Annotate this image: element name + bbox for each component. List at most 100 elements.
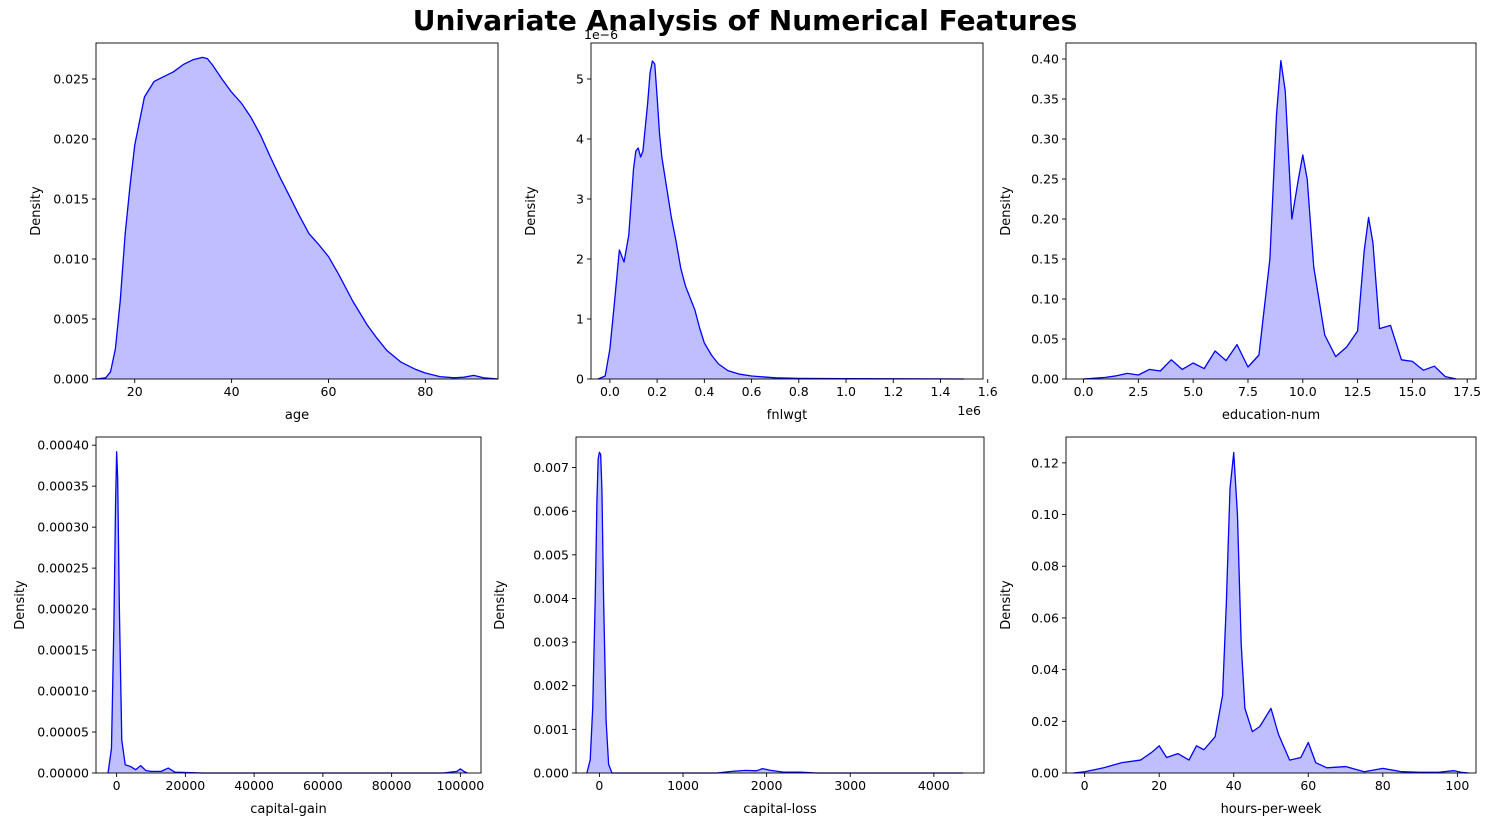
density-line: [586, 451, 964, 774]
x-tick-label: 40000: [234, 778, 274, 793]
x-tick-label: 7.5: [1238, 384, 1258, 399]
x-axis-label: hours-per-week: [1221, 802, 1322, 817]
x-axis-label: capital-gain: [250, 802, 326, 817]
y-tick-label: 0.25: [1031, 172, 1059, 187]
y-tick-label: 0.005: [53, 312, 89, 327]
x-tick-label: 0.4: [694, 384, 714, 399]
x-tick-label: 80000: [372, 778, 412, 793]
x-tick-label: 20: [1151, 778, 1167, 793]
x-tick-label: 0.0: [600, 384, 620, 399]
density-area: [1083, 60, 1457, 379]
x-tick-label: 40: [1226, 778, 1242, 793]
x-tick-label: 1000: [667, 778, 699, 793]
subplot-6: 0 20 40 60 80 100 0.00 0.02 0.04 0.06 0.08 0.10 0.12…: [999, 436, 1477, 817]
x-tick-label: 5.0: [1183, 384, 1203, 399]
y-tick-label: 0.015: [53, 192, 89, 207]
density-area: [586, 452, 964, 773]
y-tick-label: 0.08: [1031, 559, 1059, 574]
x-tick-label: 0.0: [1074, 384, 1094, 399]
x-offset-label: 1e6: [957, 403, 981, 418]
x-tick-label: 10.0: [1289, 384, 1317, 399]
x-tick-label: 0.6: [742, 384, 762, 399]
density-area: [1073, 452, 1469, 773]
axes-frame: [1065, 436, 1477, 774]
axes-frame: [590, 42, 984, 380]
y-tick-label: 0.00020: [37, 602, 89, 617]
axes-frame: [95, 42, 499, 380]
y-tick-label: 0.007: [533, 460, 569, 475]
y-tick-label: 0.006: [533, 504, 569, 519]
x-tick-label: 60: [321, 384, 337, 399]
y-tick-label: 0.12: [1031, 455, 1059, 470]
x-tick-label: 0.2: [647, 384, 667, 399]
x-tick-label: 60: [1300, 778, 1316, 793]
density-line: [1083, 59, 1457, 380]
axes-frame: [1065, 42, 1477, 380]
y-tick-label: 0.002: [533, 678, 569, 693]
axes-frame: [95, 436, 482, 774]
y-tick-label: 4: [576, 132, 584, 147]
x-tick-label: 3000: [834, 778, 866, 793]
x-tick-label: 2000: [751, 778, 783, 793]
y-axis-label: Density: [493, 580, 508, 630]
x-tick-label: 60000: [303, 778, 343, 793]
y-tick-label: 0.10: [1031, 292, 1059, 307]
density-area: [108, 451, 468, 773]
y-tick-label: 0.00005: [37, 725, 89, 740]
y-tick-label: 0.15: [1031, 252, 1059, 267]
y-axis-label: Density: [13, 580, 28, 630]
y-tick-label: 1: [576, 312, 584, 327]
y-offset-label: 1e−6: [584, 27, 618, 42]
y-tick-label: 3: [576, 192, 584, 207]
y-tick-label: 0.30: [1031, 132, 1059, 147]
x-tick-label: 1.2: [883, 384, 903, 399]
x-tick-label: 4000: [918, 778, 950, 793]
y-tick-label: 0.00035: [37, 479, 89, 494]
x-tick-label: 20000: [165, 778, 205, 793]
y-tick-label: 0.020: [53, 132, 89, 147]
subplot-2: 0.0 0.2 0.4 0.6 0.8 1.0 1.2 1.4 1.6 0 1 2 3 4 5 fnlwgt D…: [524, 27, 998, 423]
y-tick-label: 0.00: [1031, 766, 1059, 781]
y-tick-label: 2: [576, 252, 584, 267]
figure-title: Univariate Analysis of Numerical Feature…: [412, 4, 1078, 37]
x-tick-label: 2.5: [1128, 384, 1148, 399]
y-tick-label: 0.010: [53, 252, 89, 267]
axes-frame: [575, 436, 985, 774]
y-tick-label: 0.02: [1031, 714, 1059, 729]
x-tick-label: 12.5: [1344, 384, 1372, 399]
x-tick-label: 100000: [437, 778, 485, 793]
y-tick-label: 0: [576, 372, 584, 387]
x-tick-label: 80: [417, 384, 433, 399]
y-tick-label: 0.00010: [37, 684, 89, 699]
x-tick-label: 80: [1375, 778, 1391, 793]
y-tick-label: 0.40: [1031, 52, 1059, 67]
x-axis-label: age: [285, 408, 309, 423]
subplot-5: 0 1000 2000 3000 4000 0.000 0.001 0.002 0.003 0.0…: [493, 436, 985, 817]
y-tick-label: 0.025: [53, 72, 89, 87]
x-axis-label: education-num: [1222, 408, 1320, 423]
y-tick-label: 0.00: [1031, 372, 1059, 387]
subplot-3: 0.0 2.5 5.0 7.5 10.0 12.5 15.0 17.5 0.00 0.05 0.10…: [999, 42, 1481, 423]
x-tick-label: 0: [113, 778, 121, 793]
x-tick-label: 15.0: [1398, 384, 1426, 399]
x-axis-label: fnlwgt: [767, 408, 807, 423]
y-tick-label: 0.000: [533, 766, 569, 781]
y-axis-label: Density: [999, 580, 1014, 630]
y-tick-label: 0.00015: [37, 643, 89, 658]
x-tick-label: 17.5: [1453, 384, 1481, 399]
y-tick-label: 0.00040: [37, 438, 89, 453]
y-tick-label: 0.00000: [37, 766, 89, 781]
y-tick-label: 0.001: [533, 722, 569, 737]
y-tick-label: 0.06: [1031, 610, 1059, 625]
y-tick-label: 0.005: [533, 547, 569, 562]
y-tick-label: 0.10: [1031, 507, 1059, 522]
y-tick-label: 0.004: [533, 591, 569, 606]
y-tick-label: 0.20: [1031, 212, 1059, 227]
x-tick-label: 1.6: [978, 384, 998, 399]
density-line: [95, 56, 499, 380]
x-tick-label: 40: [224, 384, 240, 399]
x-tick-label: 20: [127, 384, 143, 399]
x-tick-label: 100: [1445, 778, 1469, 793]
y-tick-label: 0.05: [1031, 332, 1059, 347]
